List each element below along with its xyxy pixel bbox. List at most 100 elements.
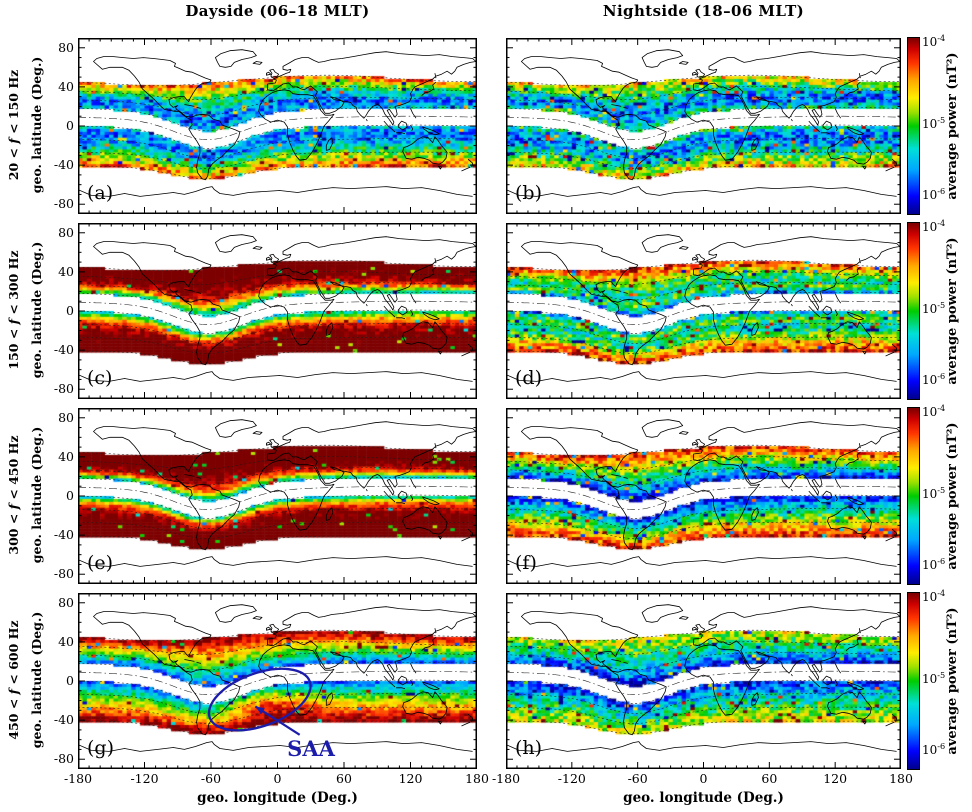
mlat-contour-south-3 xyxy=(506,535,901,550)
colorbar-tick-label: 10-4 xyxy=(922,403,946,419)
coastlines xyxy=(506,49,901,197)
panel-g: SAA (g) xyxy=(78,593,477,769)
x-tick-label: 120 xyxy=(398,771,423,786)
panel-d-heatmap-canvas xyxy=(506,223,901,399)
mlat-contour-south-0 xyxy=(506,309,901,334)
x-tick-label: 0 xyxy=(273,771,282,786)
mlat-contour-south-2 xyxy=(78,706,477,724)
panel-letter-b: (b) xyxy=(515,182,542,204)
panel-frame xyxy=(506,408,901,584)
mlat-contour-south-3 xyxy=(78,720,477,735)
colorbar-tick-label: 10-6 xyxy=(922,740,946,757)
mlat-contour-north-2 xyxy=(78,271,477,285)
colorbar-gradient xyxy=(907,407,920,585)
panel-d: (d) xyxy=(506,223,901,399)
axis-ticks xyxy=(78,39,477,213)
panel-d-map-overlay xyxy=(506,223,901,399)
panel-f-heatmap-canvas xyxy=(506,408,901,584)
dip-equator-line xyxy=(506,485,901,510)
mlat-contour-south-2 xyxy=(506,151,901,169)
x-axis-label-dayside: geo. longitude (Deg.) xyxy=(197,790,358,806)
mlat-contour-south-0 xyxy=(506,679,901,704)
x-tick-label: 0 xyxy=(699,771,708,786)
dip-equator-line xyxy=(78,485,477,510)
x-tick-label: 120 xyxy=(823,771,848,786)
panel-h-heatmap-canvas xyxy=(506,593,901,769)
coastlines xyxy=(78,234,477,382)
colorbar xyxy=(907,222,920,400)
y-tick-label: 0 xyxy=(66,673,74,688)
axis-ticks xyxy=(78,409,477,583)
mlat-contour-south-3 xyxy=(78,535,477,550)
colorbar-tick-label: 10-5 xyxy=(922,115,946,132)
coastlines xyxy=(506,234,901,382)
mlat-contour-north-0 xyxy=(78,292,477,317)
mlat-contour-north-0 xyxy=(506,107,901,132)
mlat-contour-south-0 xyxy=(78,124,477,149)
mlat-contour-south-0 xyxy=(506,124,901,149)
x-tick-label: -60 xyxy=(627,771,648,786)
panel-frame xyxy=(506,38,901,214)
colorbar-axis-label: average power (nT²) xyxy=(945,422,960,570)
panel-frame xyxy=(78,408,477,584)
panel-a-map-overlay xyxy=(78,38,477,214)
colorbar-tick-label: 10-4 xyxy=(922,588,946,604)
saa-ellipse xyxy=(207,667,312,732)
axis-ticks xyxy=(506,409,901,583)
row-frequency-label: 150 < f < 300 Hz xyxy=(6,250,21,370)
mlat-contour-south-1 xyxy=(78,693,477,714)
colorbar-axis-label: average power (nT²) xyxy=(945,237,960,385)
mlat-contour-south-2 xyxy=(506,706,901,724)
mlat-contour-south-3 xyxy=(506,720,901,735)
axis-ticks xyxy=(78,594,477,768)
panel-letter-h: (h) xyxy=(515,737,543,759)
panel-letter-f: (f) xyxy=(515,552,537,574)
mlat-contour-south-3 xyxy=(78,350,477,365)
colorbar-gradient xyxy=(907,222,920,400)
panel-f: (f) xyxy=(506,408,901,584)
coastlines xyxy=(78,604,477,752)
mlat-contour-north-1 xyxy=(78,652,477,671)
saa-annotation-label: SAA xyxy=(287,736,335,762)
colorbar-tick-label: 10-5 xyxy=(922,485,946,502)
panel-e: (e) xyxy=(78,408,477,584)
mlat-contour-north-2 xyxy=(78,86,477,100)
dip-equator-line xyxy=(78,115,477,140)
dip-equator-line xyxy=(78,670,477,695)
panel-frame xyxy=(506,593,901,769)
mlat-contour-south-1 xyxy=(78,508,477,529)
mlat-contour-north-1 xyxy=(78,467,477,486)
x-tick-label: 180 xyxy=(889,771,913,786)
x-tick-label: 60 xyxy=(761,771,778,786)
mlat-contour-north-0 xyxy=(506,477,901,502)
mlat-contour-south-3 xyxy=(78,165,477,180)
coastlines xyxy=(78,419,477,567)
mlat-contour-south-2 xyxy=(506,336,901,354)
panel-g-heatmap-canvas xyxy=(78,593,477,769)
panel-a: (a) xyxy=(78,38,477,214)
mlat-contour-north-2 xyxy=(78,641,477,655)
panel-e-map-overlay xyxy=(78,408,477,584)
panel-f-map-overlay xyxy=(506,408,901,584)
axis-ticks xyxy=(78,224,477,398)
x-tick-label: -120 xyxy=(557,771,586,786)
column-title-dayside: Dayside (06–18 MLT) xyxy=(185,2,370,20)
mlat-contour-north-0 xyxy=(78,662,477,687)
mlat-contour-north-2 xyxy=(78,456,477,470)
panel-h-map-overlay xyxy=(506,593,901,769)
mlat-contour-south-0 xyxy=(78,309,477,334)
mlat-contour-north-0 xyxy=(78,107,477,132)
panel-frame xyxy=(78,223,477,399)
panel-letter-c: (c) xyxy=(87,367,113,389)
y-tick-label: 80 xyxy=(58,224,74,240)
colorbar-tick-label: 10-6 xyxy=(922,185,946,202)
dip-equator-line xyxy=(506,115,901,140)
colorbar xyxy=(907,407,920,585)
panel-letter-e: (e) xyxy=(87,552,114,574)
mlat-contour-north-0 xyxy=(506,292,901,317)
row-frequency-label: 300 < f < 450 Hz xyxy=(6,435,21,555)
y-tick-label: 80 xyxy=(58,409,74,425)
column-title-nightside: Nightside (18–06 MLT) xyxy=(602,2,805,20)
mlat-contour-north-0 xyxy=(78,477,477,502)
